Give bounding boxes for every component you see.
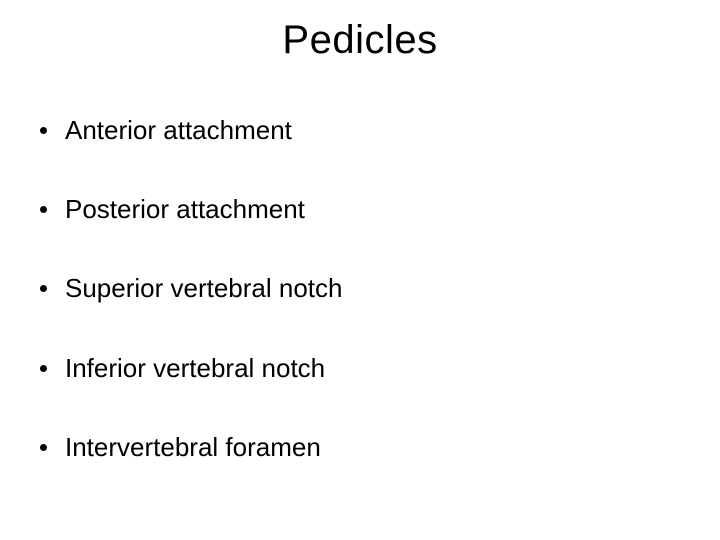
bullet-icon [40,285,47,292]
bullet-icon [40,127,47,134]
slide-title: Pedicles [0,18,720,63]
bullet-icon [40,365,47,372]
list-item: Anterior attachment [40,115,660,146]
list-item: Intervertebral foramen [40,432,660,463]
bullet-text: Anterior attachment [65,115,292,146]
bullet-list: Anterior attachment Posterior attachment… [40,115,660,511]
bullet-icon [40,206,47,213]
bullet-text: Inferior vertebral notch [65,353,325,384]
list-item: Inferior vertebral notch [40,353,660,384]
bullet-text: Intervertebral foramen [65,432,321,463]
slide: Pedicles Anterior attachment Posterior a… [0,0,720,540]
bullet-text: Superior vertebral notch [65,273,342,304]
list-item: Posterior attachment [40,194,660,225]
bullet-icon [40,444,47,451]
bullet-text: Posterior attachment [65,194,305,225]
list-item: Superior vertebral notch [40,273,660,304]
